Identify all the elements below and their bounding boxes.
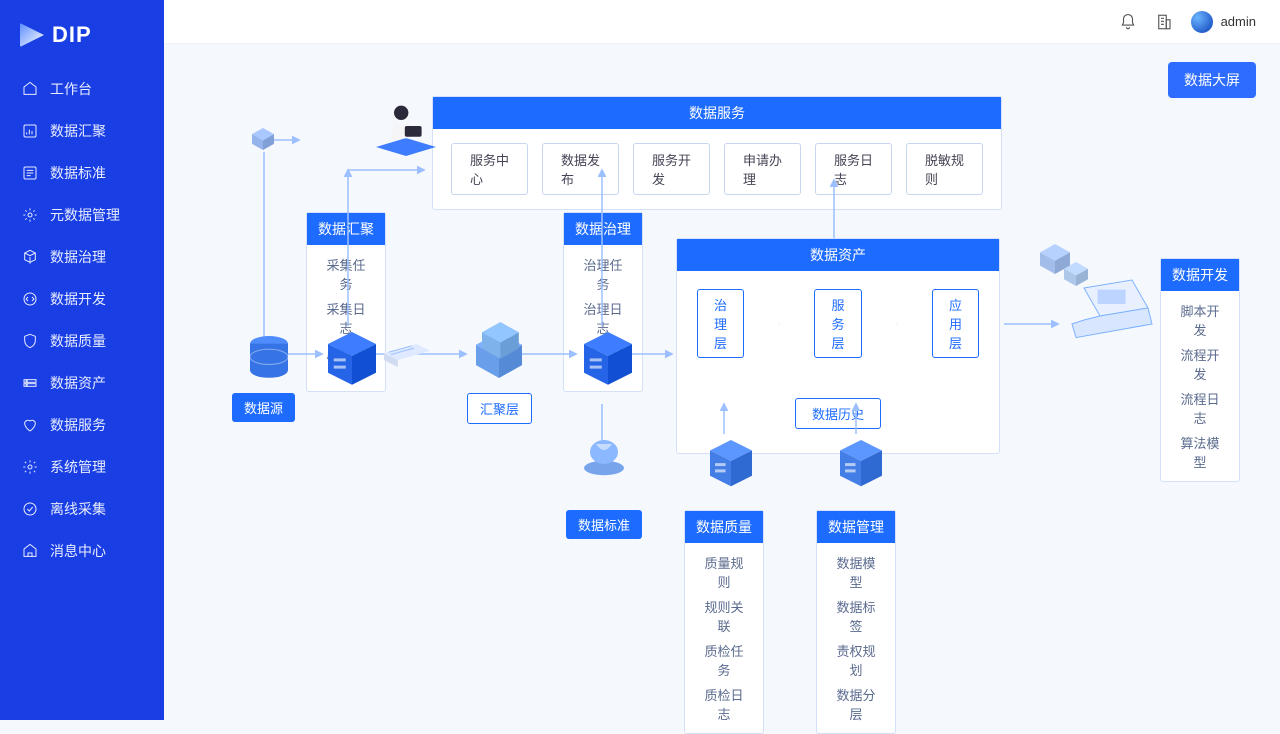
box-asset: 数据资产 治理层服务层应用层 数据历史 bbox=[676, 238, 1000, 454]
gear-icon bbox=[22, 459, 38, 475]
box-aggregate: 数据汇聚 采集任务采集日志应用管理 bbox=[306, 212, 386, 392]
brand-icon bbox=[20, 23, 44, 47]
tag-data-standard[interactable]: 数据标准 bbox=[566, 510, 642, 539]
username: admin bbox=[1221, 14, 1256, 29]
pill-row: 服务中心数据发布服务开发申请办理服务日志脱敏规则 bbox=[433, 129, 1001, 209]
sidebar-item-standard[interactable]: 数据标准 bbox=[0, 152, 164, 194]
tag-aggregate-layer[interactable]: 汇聚层 bbox=[467, 393, 532, 424]
layer-button[interactable]: 治理层 bbox=[697, 289, 744, 358]
sidebar-item-meta[interactable]: 元数据管理 bbox=[0, 194, 164, 236]
box-item[interactable]: 应用管理 bbox=[321, 343, 371, 381]
canvas: 数据大屏 数据服务 服务中心数据发布服务开发申请办理服务日志脱敏规则 数据汇聚 … bbox=[164, 44, 1280, 720]
sidebar-item-label: 数据开发 bbox=[50, 289, 106, 309]
layer-button[interactable]: 应用层 bbox=[932, 289, 979, 358]
box-item[interactable]: 脚本开发 bbox=[1175, 301, 1225, 339]
nav: 工作台数据汇聚数据标准元数据管理数据治理数据开发数据质量数据资产数据服务系统管理… bbox=[0, 68, 164, 572]
sidebar-item-label: 消息中心 bbox=[50, 541, 106, 561]
box-item[interactable]: 治理任务 bbox=[578, 255, 628, 293]
sidebar-item-label: 数据质量 bbox=[50, 331, 106, 351]
box-item[interactable]: 数据分层 bbox=[831, 685, 881, 723]
box-manage: 数据管理 数据模型数据标签责权规划数据分层 bbox=[816, 510, 896, 734]
sidebar-item-label: 数据汇聚 bbox=[50, 121, 106, 141]
sidebar-item-label: 系统管理 bbox=[50, 457, 106, 477]
sidebar-item-shield[interactable]: 数据质量 bbox=[0, 320, 164, 362]
tag-data-source[interactable]: 数据源 bbox=[232, 393, 295, 422]
box-title: 数据服务 bbox=[433, 97, 1001, 129]
sidebar-item-offline[interactable]: 离线采集 bbox=[0, 488, 164, 530]
service-pill[interactable]: 数据发布 bbox=[542, 143, 619, 195]
box-item[interactable]: 数据模型 bbox=[831, 553, 881, 591]
box-data-service: 数据服务 服务中心数据发布服务开发申请办理服务日志脱敏规则 bbox=[432, 96, 1002, 210]
msg-icon bbox=[22, 543, 38, 559]
sidebar-item-asset[interactable]: 数据资产 bbox=[0, 362, 164, 404]
box-item[interactable]: 加工方法 bbox=[578, 343, 628, 381]
service-pill[interactable]: 脱敏规则 bbox=[906, 143, 983, 195]
box-item[interactable]: 采集日志 bbox=[321, 299, 371, 337]
service-pill[interactable]: 服务开发 bbox=[633, 143, 710, 195]
sidebar-item-label: 离线采集 bbox=[50, 499, 106, 519]
dev-icon bbox=[22, 291, 38, 307]
box-item[interactable]: 规则关联 bbox=[699, 597, 749, 635]
brand-text: DIP bbox=[52, 22, 92, 48]
sidebar-item-heart[interactable]: 数据服务 bbox=[0, 404, 164, 446]
box-governance: 数据治理 治理任务治理日志加工方法 bbox=[563, 212, 643, 392]
home-icon bbox=[22, 81, 38, 97]
box-item[interactable]: 治理日志 bbox=[578, 299, 628, 337]
chevron-right-icon bbox=[896, 316, 898, 332]
box-item[interactable]: 质检日志 bbox=[699, 685, 749, 723]
building-icon[interactable] bbox=[1155, 13, 1173, 31]
shield-icon bbox=[22, 333, 38, 349]
avatar bbox=[1191, 11, 1213, 33]
box-item[interactable]: 流程日志 bbox=[1175, 389, 1225, 427]
sidebar-item-msg[interactable]: 消息中心 bbox=[0, 530, 164, 572]
sidebar-item-label: 数据资产 bbox=[50, 373, 106, 393]
chevron-right-icon bbox=[778, 316, 780, 332]
sidebar: DIP 工作台数据汇聚数据标准元数据管理数据治理数据开发数据质量数据资产数据服务… bbox=[0, 0, 164, 720]
sidebar-item-dev[interactable]: 数据开发 bbox=[0, 278, 164, 320]
box-item[interactable]: 数据标签 bbox=[831, 597, 881, 635]
main: admin 数据大屏 数据服务 服务中心数据发布服务开发申请办理服务日志脱敏规则… bbox=[164, 0, 1280, 720]
box-development: 数据开发 脚本开发流程开发流程日志算法模型 bbox=[1160, 258, 1240, 482]
user-menu[interactable]: admin bbox=[1191, 11, 1256, 33]
chart-icon bbox=[22, 123, 38, 139]
bell-icon[interactable] bbox=[1119, 13, 1137, 31]
box-item[interactable]: 采集任务 bbox=[321, 255, 371, 293]
topbar: admin bbox=[164, 0, 1280, 44]
heart-icon bbox=[22, 417, 38, 433]
standard-icon bbox=[22, 165, 38, 181]
service-pill[interactable]: 服务日志 bbox=[815, 143, 892, 195]
dashboard-button[interactable]: 数据大屏 bbox=[1168, 62, 1256, 98]
offline-icon bbox=[22, 501, 38, 517]
cube-icon bbox=[22, 249, 38, 265]
box-item[interactable]: 质检任务 bbox=[699, 641, 749, 679]
box-quality: 数据质量 质量规则规则关联质检任务质检日志 bbox=[684, 510, 764, 734]
sidebar-item-label: 元数据管理 bbox=[50, 205, 120, 225]
asset-icon bbox=[22, 375, 38, 391]
box-item[interactable]: 责权规划 bbox=[831, 641, 881, 679]
history-button[interactable]: 数据历史 bbox=[795, 398, 881, 429]
box-item[interactable]: 质量规则 bbox=[699, 553, 749, 591]
meta-icon bbox=[22, 207, 38, 223]
brand: DIP bbox=[0, 10, 164, 68]
sidebar-item-chart[interactable]: 数据汇聚 bbox=[0, 110, 164, 152]
sidebar-item-home[interactable]: 工作台 bbox=[0, 68, 164, 110]
sidebar-item-label: 数据治理 bbox=[50, 247, 106, 267]
box-item[interactable]: 算法模型 bbox=[1175, 433, 1225, 471]
sidebar-item-cube[interactable]: 数据治理 bbox=[0, 236, 164, 278]
box-item[interactable]: 流程开发 bbox=[1175, 345, 1225, 383]
service-pill[interactable]: 服务中心 bbox=[451, 143, 528, 195]
sidebar-item-gear[interactable]: 系统管理 bbox=[0, 446, 164, 488]
layer-button[interactable]: 服务层 bbox=[814, 289, 861, 358]
sidebar-item-label: 数据服务 bbox=[50, 415, 106, 435]
service-pill[interactable]: 申请办理 bbox=[724, 143, 801, 195]
sidebar-item-label: 数据标准 bbox=[50, 163, 106, 183]
sidebar-item-label: 工作台 bbox=[50, 79, 92, 99]
